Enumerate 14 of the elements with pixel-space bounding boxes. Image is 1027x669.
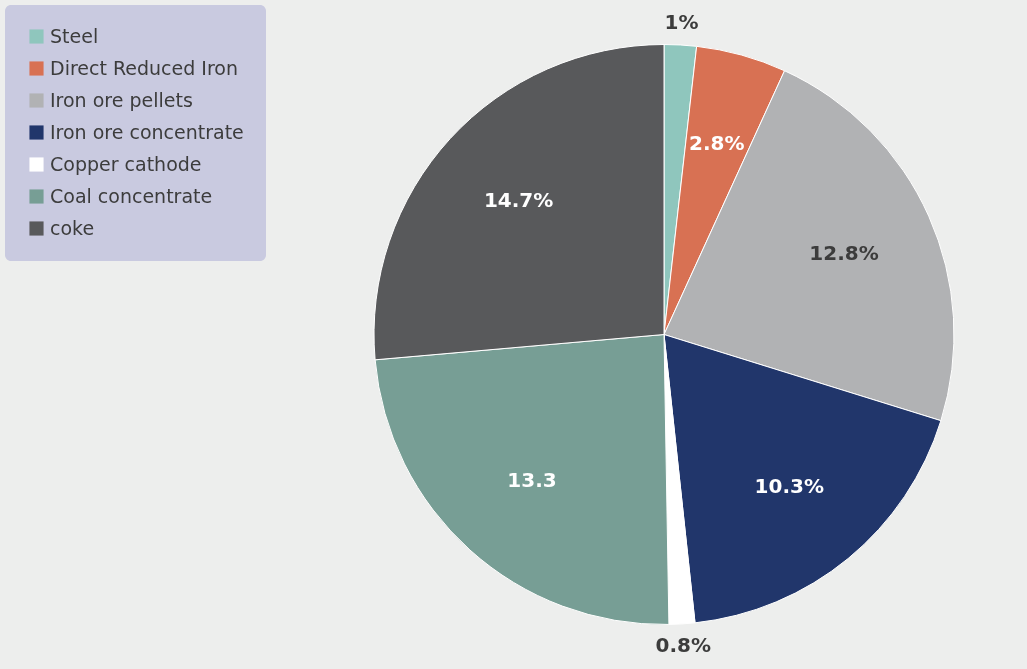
data-label: 0.8% — [655, 632, 712, 657]
legend-label: Iron ore pellets — [50, 88, 193, 111]
data-label: 1% — [664, 10, 699, 34]
data-label: 2.8% — [689, 131, 745, 156]
data-label: 13.3 — [507, 468, 557, 493]
legend-label: Steel — [50, 24, 99, 47]
legend-label: Coal concentrate — [50, 184, 213, 207]
data-label: 12.8% — [809, 241, 879, 266]
legend-label: Iron ore concentrate — [50, 120, 244, 143]
data-label: 14.7% — [483, 188, 554, 213]
legend-label: coke — [50, 216, 95, 239]
data-label: 10.3% — [754, 473, 824, 498]
legend-label: Direct Reduced Iron — [50, 56, 238, 79]
legend-label: Copper cathode — [50, 152, 202, 175]
